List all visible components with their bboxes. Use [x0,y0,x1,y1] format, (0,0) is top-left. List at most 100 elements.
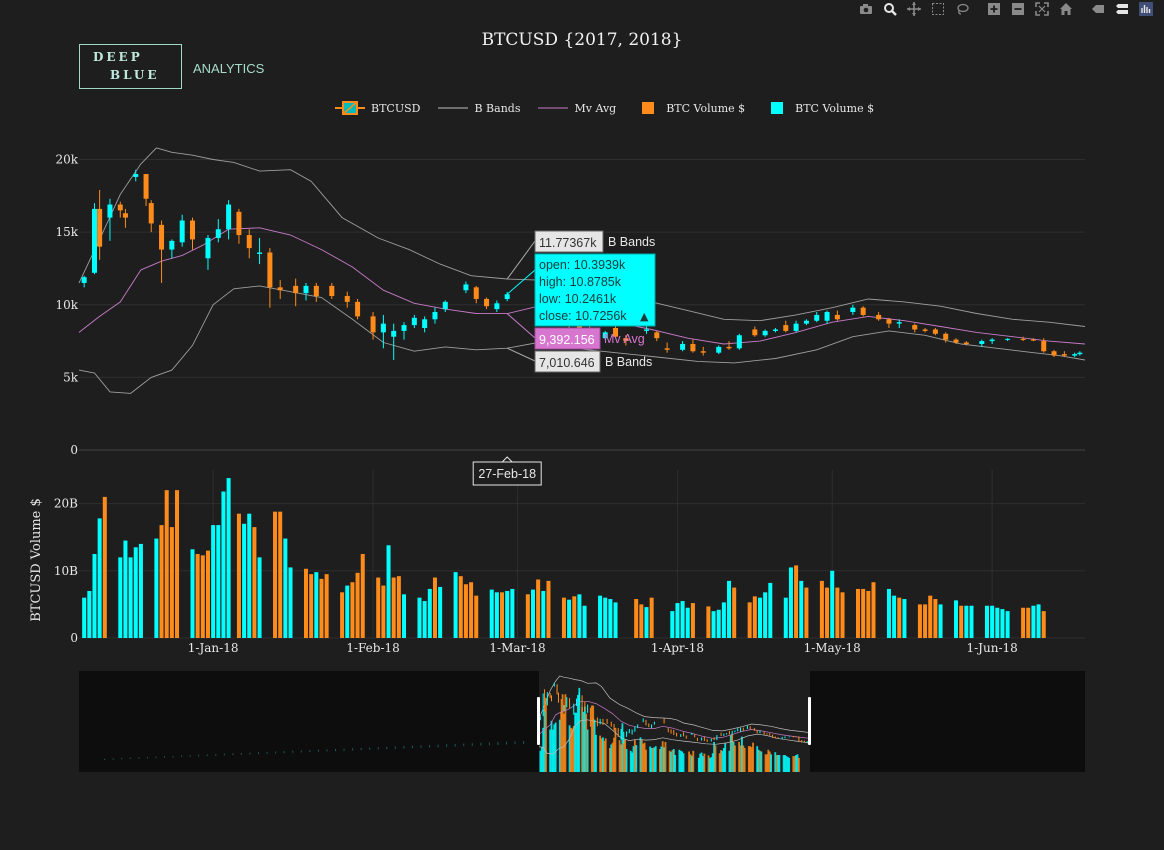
volume-bar[interactable] [747,602,752,638]
volume-bar[interactable] [169,527,174,638]
candle[interactable] [329,282,335,299]
candle[interactable] [922,328,928,333]
volume-bar[interactable] [634,599,639,638]
legend-item-volume-up[interactable]: BTC Volume $ [763,101,874,115]
volume-bar[interactable] [639,604,644,638]
volume-bar[interactable] [536,579,541,638]
volume-bar[interactable] [690,603,695,638]
candle[interactable] [989,338,995,344]
volume-bar[interactable] [138,543,143,638]
volume-bar[interactable] [783,597,788,638]
volume-bar[interactable] [505,590,510,638]
volume-bar[interactable] [494,592,499,638]
volume-bar[interactable] [324,574,329,638]
candle[interactable] [932,328,938,336]
candle[interactable] [179,214,185,247]
range-slider-handle-left[interactable] [537,697,540,745]
candle[interactable] [380,314,386,349]
volume-bar[interactable] [190,549,195,638]
candle[interactable] [205,235,211,270]
volume-bar[interactable] [819,580,824,638]
candle[interactable] [97,190,103,260]
volume-bar[interactable] [572,596,577,638]
volume-bar[interactable] [391,577,396,638]
volume-bar[interactable] [923,604,928,638]
candle[interactable] [896,319,902,328]
volume-bar[interactable] [247,513,252,638]
candle[interactable] [623,335,629,346]
candle[interactable] [122,208,128,228]
candle[interactable] [834,310,840,321]
volume-bar[interactable] [752,596,757,638]
candle[interactable] [189,217,195,250]
volume-bar[interactable] [273,511,278,638]
volume-bar[interactable] [1021,607,1026,638]
volume-bar[interactable] [567,599,572,638]
candle[interactable] [257,237,263,265]
candle[interactable] [1051,349,1057,358]
candle[interactable] [484,297,490,310]
volume-bar[interactable] [216,525,221,638]
candle[interactable] [370,312,376,340]
volume-bar[interactable] [1041,611,1046,638]
volume-bar[interactable] [917,604,922,638]
volume-bar[interactable] [649,597,654,638]
candle[interactable] [1072,352,1078,358]
candle[interactable] [226,200,232,240]
candle[interactable] [979,339,985,347]
candle[interactable] [876,312,882,321]
volume-bar[interactable] [546,580,551,638]
candle[interactable] [313,282,319,302]
volume-bar[interactable] [402,594,407,638]
volume-bar[interactable] [128,557,133,638]
volume-bar[interactable] [102,496,107,638]
volume-bar[interactable] [355,572,360,638]
legend-item-btcusd[interactable]: BTCUSD [335,101,420,115]
volume-bar[interactable] [314,572,319,638]
candle[interactable] [700,346,706,356]
volume-bar[interactable] [721,602,726,638]
volume-bar[interactable] [205,550,210,638]
volume-bar[interactable] [886,588,891,638]
candle[interactable] [772,328,778,333]
plotly-logo-icon[interactable] [1134,0,1158,18]
volume-bar[interactable] [87,590,92,638]
candle[interactable] [1077,351,1083,356]
volume-bar[interactable] [309,574,314,638]
volume-bar[interactable] [598,595,603,638]
volume-bar[interactable] [164,490,169,638]
volume-bar[interactable] [711,611,716,638]
volume-bar[interactable] [990,605,995,638]
volume-bar[interactable] [984,605,989,638]
volume-bar[interactable] [902,599,907,638]
candle[interactable] [716,345,722,355]
candle[interactable] [303,282,309,301]
volume-bar[interactable] [933,599,938,638]
candle[interactable] [159,220,165,283]
volume-bar[interactable] [92,554,97,638]
volume-bar[interactable] [928,595,933,638]
volume-bar[interactable] [154,538,159,638]
volume-bar[interactable] [438,586,443,638]
volume-bar[interactable] [175,490,180,638]
candle[interactable] [494,300,500,313]
candle[interactable] [752,326,758,337]
candle[interactable] [803,319,809,326]
volume-bar[interactable] [159,525,164,638]
volume-bar[interactable] [453,572,458,638]
reset-axes-icon[interactable] [1054,0,1078,18]
candle[interactable] [690,339,696,353]
lasso-icon[interactable] [950,0,974,18]
candle[interactable] [1041,338,1047,353]
candle[interactable] [143,174,149,206]
volume-bar[interactable] [727,580,732,638]
legend-item-volume-down[interactable]: BTC Volume $ [634,101,745,115]
volume-bar[interactable] [706,606,711,638]
candle[interactable] [133,169,139,182]
volume-bar[interactable] [350,582,355,638]
volume-bar[interactable] [856,588,861,638]
volume-bar[interactable] [685,607,690,638]
volume-bar[interactable] [871,582,876,638]
zoom-in-icon[interactable] [982,0,1006,18]
